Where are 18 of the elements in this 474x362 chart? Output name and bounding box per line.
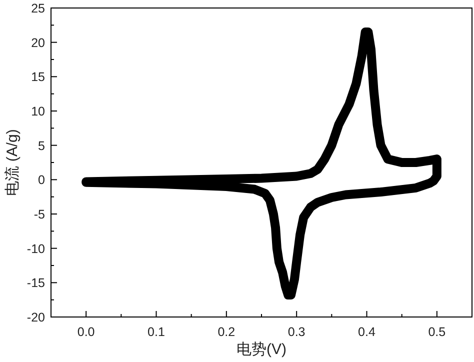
y-tick-label: 10 (31, 104, 46, 118)
y-tick-label: -20 (26, 310, 46, 324)
y-tick-label: 0 (38, 173, 46, 188)
y-tick-label: 20 (31, 36, 46, 50)
x-axis-title: 电势(V) (236, 341, 286, 358)
y-axis-title: 电流 (A/g) (4, 129, 21, 196)
y-tick-label: 25 (31, 2, 46, 16)
y-tick-label: -10 (26, 242, 46, 256)
y-tick-label: 15 (31, 70, 46, 84)
y-tick-label: -5 (34, 208, 46, 222)
x-tick-label: 0.0 (77, 325, 95, 339)
x-tick-label: 0.3 (288, 325, 306, 339)
x-tick-label: 0.1 (148, 325, 165, 339)
x-tick-label: 0.2 (218, 325, 236, 339)
y-tick-label: 5 (38, 138, 46, 153)
y-tick-label: -15 (26, 276, 46, 290)
x-tick-label: 0.4 (358, 325, 376, 339)
x-tick-label: 0.5 (428, 325, 446, 339)
